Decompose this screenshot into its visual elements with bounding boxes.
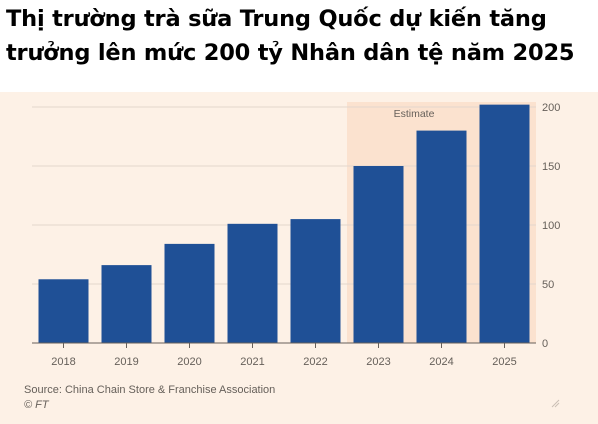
bar-2024 xyxy=(416,130,467,343)
x-tick-label: 2022 xyxy=(303,356,327,368)
x-tick-label: 2021 xyxy=(240,356,264,368)
x-tick-label: 2025 xyxy=(492,356,516,368)
bar-2020 xyxy=(164,243,215,343)
chart-title: Thị trường trà sữa Trung Quốc dự kiến tă… xyxy=(6,2,596,70)
y-tick-label: 150 xyxy=(542,161,560,173)
x-tick-label: 2023 xyxy=(366,356,390,368)
chart-title-line-1: Thị trường trà sữa Trung Quốc dự kiến tă… xyxy=(6,6,547,32)
bar-2018 xyxy=(38,279,89,343)
estimate-label: Estimate xyxy=(394,108,435,120)
copyright-note: © FT xyxy=(24,399,49,411)
y-tick-label: 50 xyxy=(542,279,554,291)
x-tick-label: 2020 xyxy=(177,356,201,368)
bar-2022 xyxy=(290,219,341,343)
y-tick-label: 200 xyxy=(542,102,560,114)
x-tick-label: 2019 xyxy=(114,356,138,368)
y-tick-label: 100 xyxy=(542,220,560,232)
x-tick-label: 2024 xyxy=(429,356,453,368)
bar-2021 xyxy=(227,223,278,343)
source-note: Source: China Chain Store & Franchise As… xyxy=(24,384,276,396)
bar-2023 xyxy=(353,166,404,343)
bar-2019 xyxy=(101,265,152,343)
y-tick-label: 0 xyxy=(542,338,548,350)
bar-2025 xyxy=(479,104,530,343)
x-tick-label: 2018 xyxy=(51,356,75,368)
chart-title-line-2: trưởng lên mức 200 tỷ Nhân dân tệ năm 20… xyxy=(6,40,575,66)
resize-grip-icon xyxy=(551,399,560,408)
